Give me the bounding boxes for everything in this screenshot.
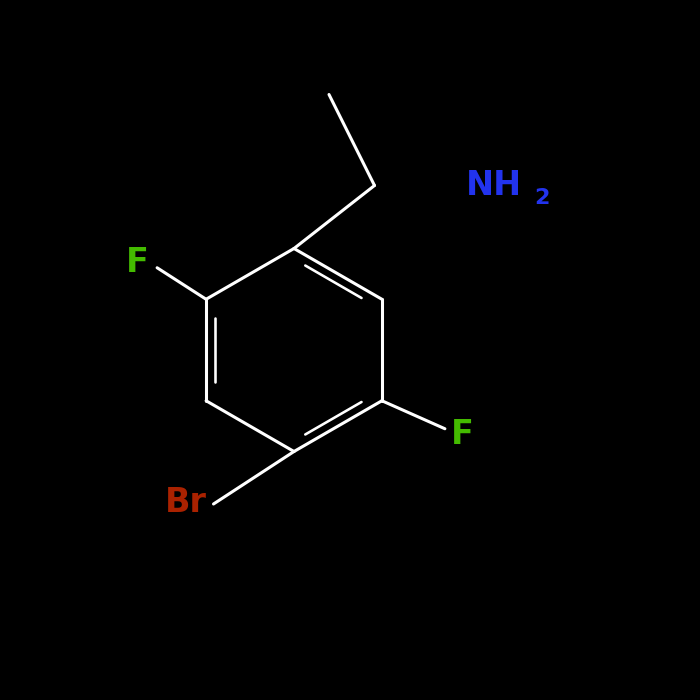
Text: F: F [451, 418, 474, 451]
Text: F: F [126, 246, 149, 279]
Text: Br: Br [164, 486, 206, 519]
Text: NH: NH [466, 169, 522, 202]
Text: 2: 2 [534, 188, 550, 208]
